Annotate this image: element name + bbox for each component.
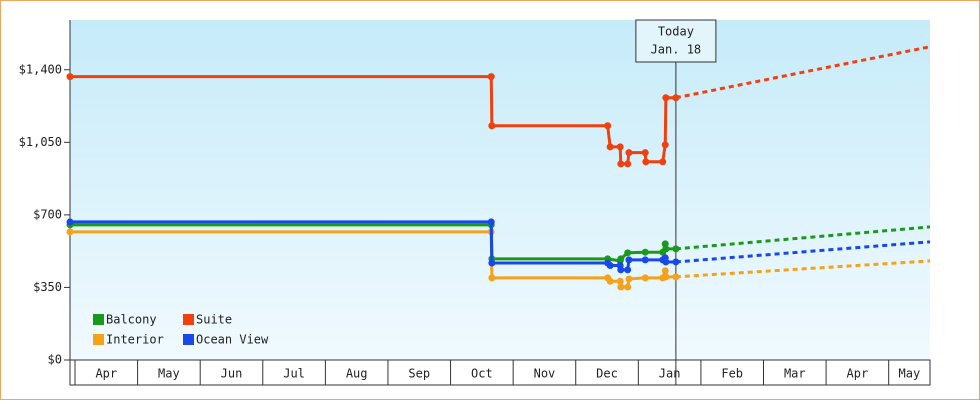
x-tick-label: Sep xyxy=(408,367,430,381)
point xyxy=(487,218,495,226)
point xyxy=(616,277,624,285)
x-tick-label: Nov xyxy=(534,367,556,381)
point xyxy=(606,277,614,285)
point xyxy=(661,141,669,149)
y-tick-label: $700 xyxy=(33,207,62,221)
point xyxy=(641,149,649,157)
x-tick-label: May xyxy=(899,367,921,381)
point xyxy=(604,122,612,130)
point xyxy=(617,283,625,291)
point xyxy=(672,258,680,266)
point xyxy=(66,73,74,81)
x-tick-label: Feb xyxy=(721,367,743,381)
point xyxy=(641,248,649,256)
x-tick-label: Apr xyxy=(95,367,117,381)
x-axis-band xyxy=(69,359,931,386)
point xyxy=(661,267,669,275)
projection-line xyxy=(675,259,931,279)
x-tick-label: May xyxy=(158,367,180,381)
legend-label: Suite xyxy=(196,313,232,327)
point xyxy=(488,259,496,267)
point xyxy=(641,274,649,282)
x-tick-label: Jul xyxy=(283,367,305,381)
point xyxy=(624,283,632,291)
legend-swatch xyxy=(93,334,104,345)
x-tick-label: Apr xyxy=(847,367,869,381)
point xyxy=(672,273,680,281)
x-tick-label: Jun xyxy=(221,367,243,381)
projection-line xyxy=(675,240,931,264)
legend-swatch xyxy=(183,334,194,345)
point xyxy=(672,94,680,102)
point xyxy=(488,274,496,282)
point xyxy=(659,158,667,166)
point xyxy=(66,218,74,226)
point xyxy=(672,245,680,253)
point xyxy=(625,275,633,283)
point xyxy=(606,143,614,151)
point xyxy=(617,160,625,168)
point xyxy=(624,266,632,274)
point xyxy=(641,256,649,264)
legend-swatch xyxy=(183,314,194,325)
x-tick-label: Jan xyxy=(659,367,681,381)
point xyxy=(617,255,625,263)
point xyxy=(488,122,496,130)
x-tick-label: Aug xyxy=(346,367,368,381)
point xyxy=(662,258,670,266)
point xyxy=(662,245,670,253)
y-tick-label: $350 xyxy=(33,280,62,294)
point xyxy=(617,266,625,274)
today-box xyxy=(635,19,717,63)
point xyxy=(625,149,633,157)
legend-label: Balcony xyxy=(106,313,157,327)
projection-line xyxy=(675,225,931,251)
y-tick-label: $1,050 xyxy=(19,135,62,149)
legend-label: Ocean View xyxy=(196,333,269,347)
point xyxy=(66,228,74,236)
point xyxy=(662,273,670,281)
point xyxy=(616,143,624,151)
legend-label: Interior xyxy=(106,333,164,347)
x-tick-label: Dec xyxy=(596,367,618,381)
point xyxy=(624,160,632,168)
point xyxy=(625,256,633,264)
legend-swatch xyxy=(93,314,104,325)
plot-area xyxy=(70,20,930,360)
today-label: Today xyxy=(658,25,694,39)
point xyxy=(642,158,650,166)
point xyxy=(624,249,632,257)
y-tick-label: $0 xyxy=(48,353,62,367)
x-tick-label: Oct xyxy=(471,367,493,381)
point xyxy=(487,73,495,81)
x-tick-label: Mar xyxy=(784,367,806,381)
point xyxy=(662,94,670,102)
today-label: Jan. 18 xyxy=(651,43,702,57)
projection-line xyxy=(675,45,931,100)
y-tick-label: $1,400 xyxy=(19,62,62,76)
point xyxy=(606,261,614,269)
